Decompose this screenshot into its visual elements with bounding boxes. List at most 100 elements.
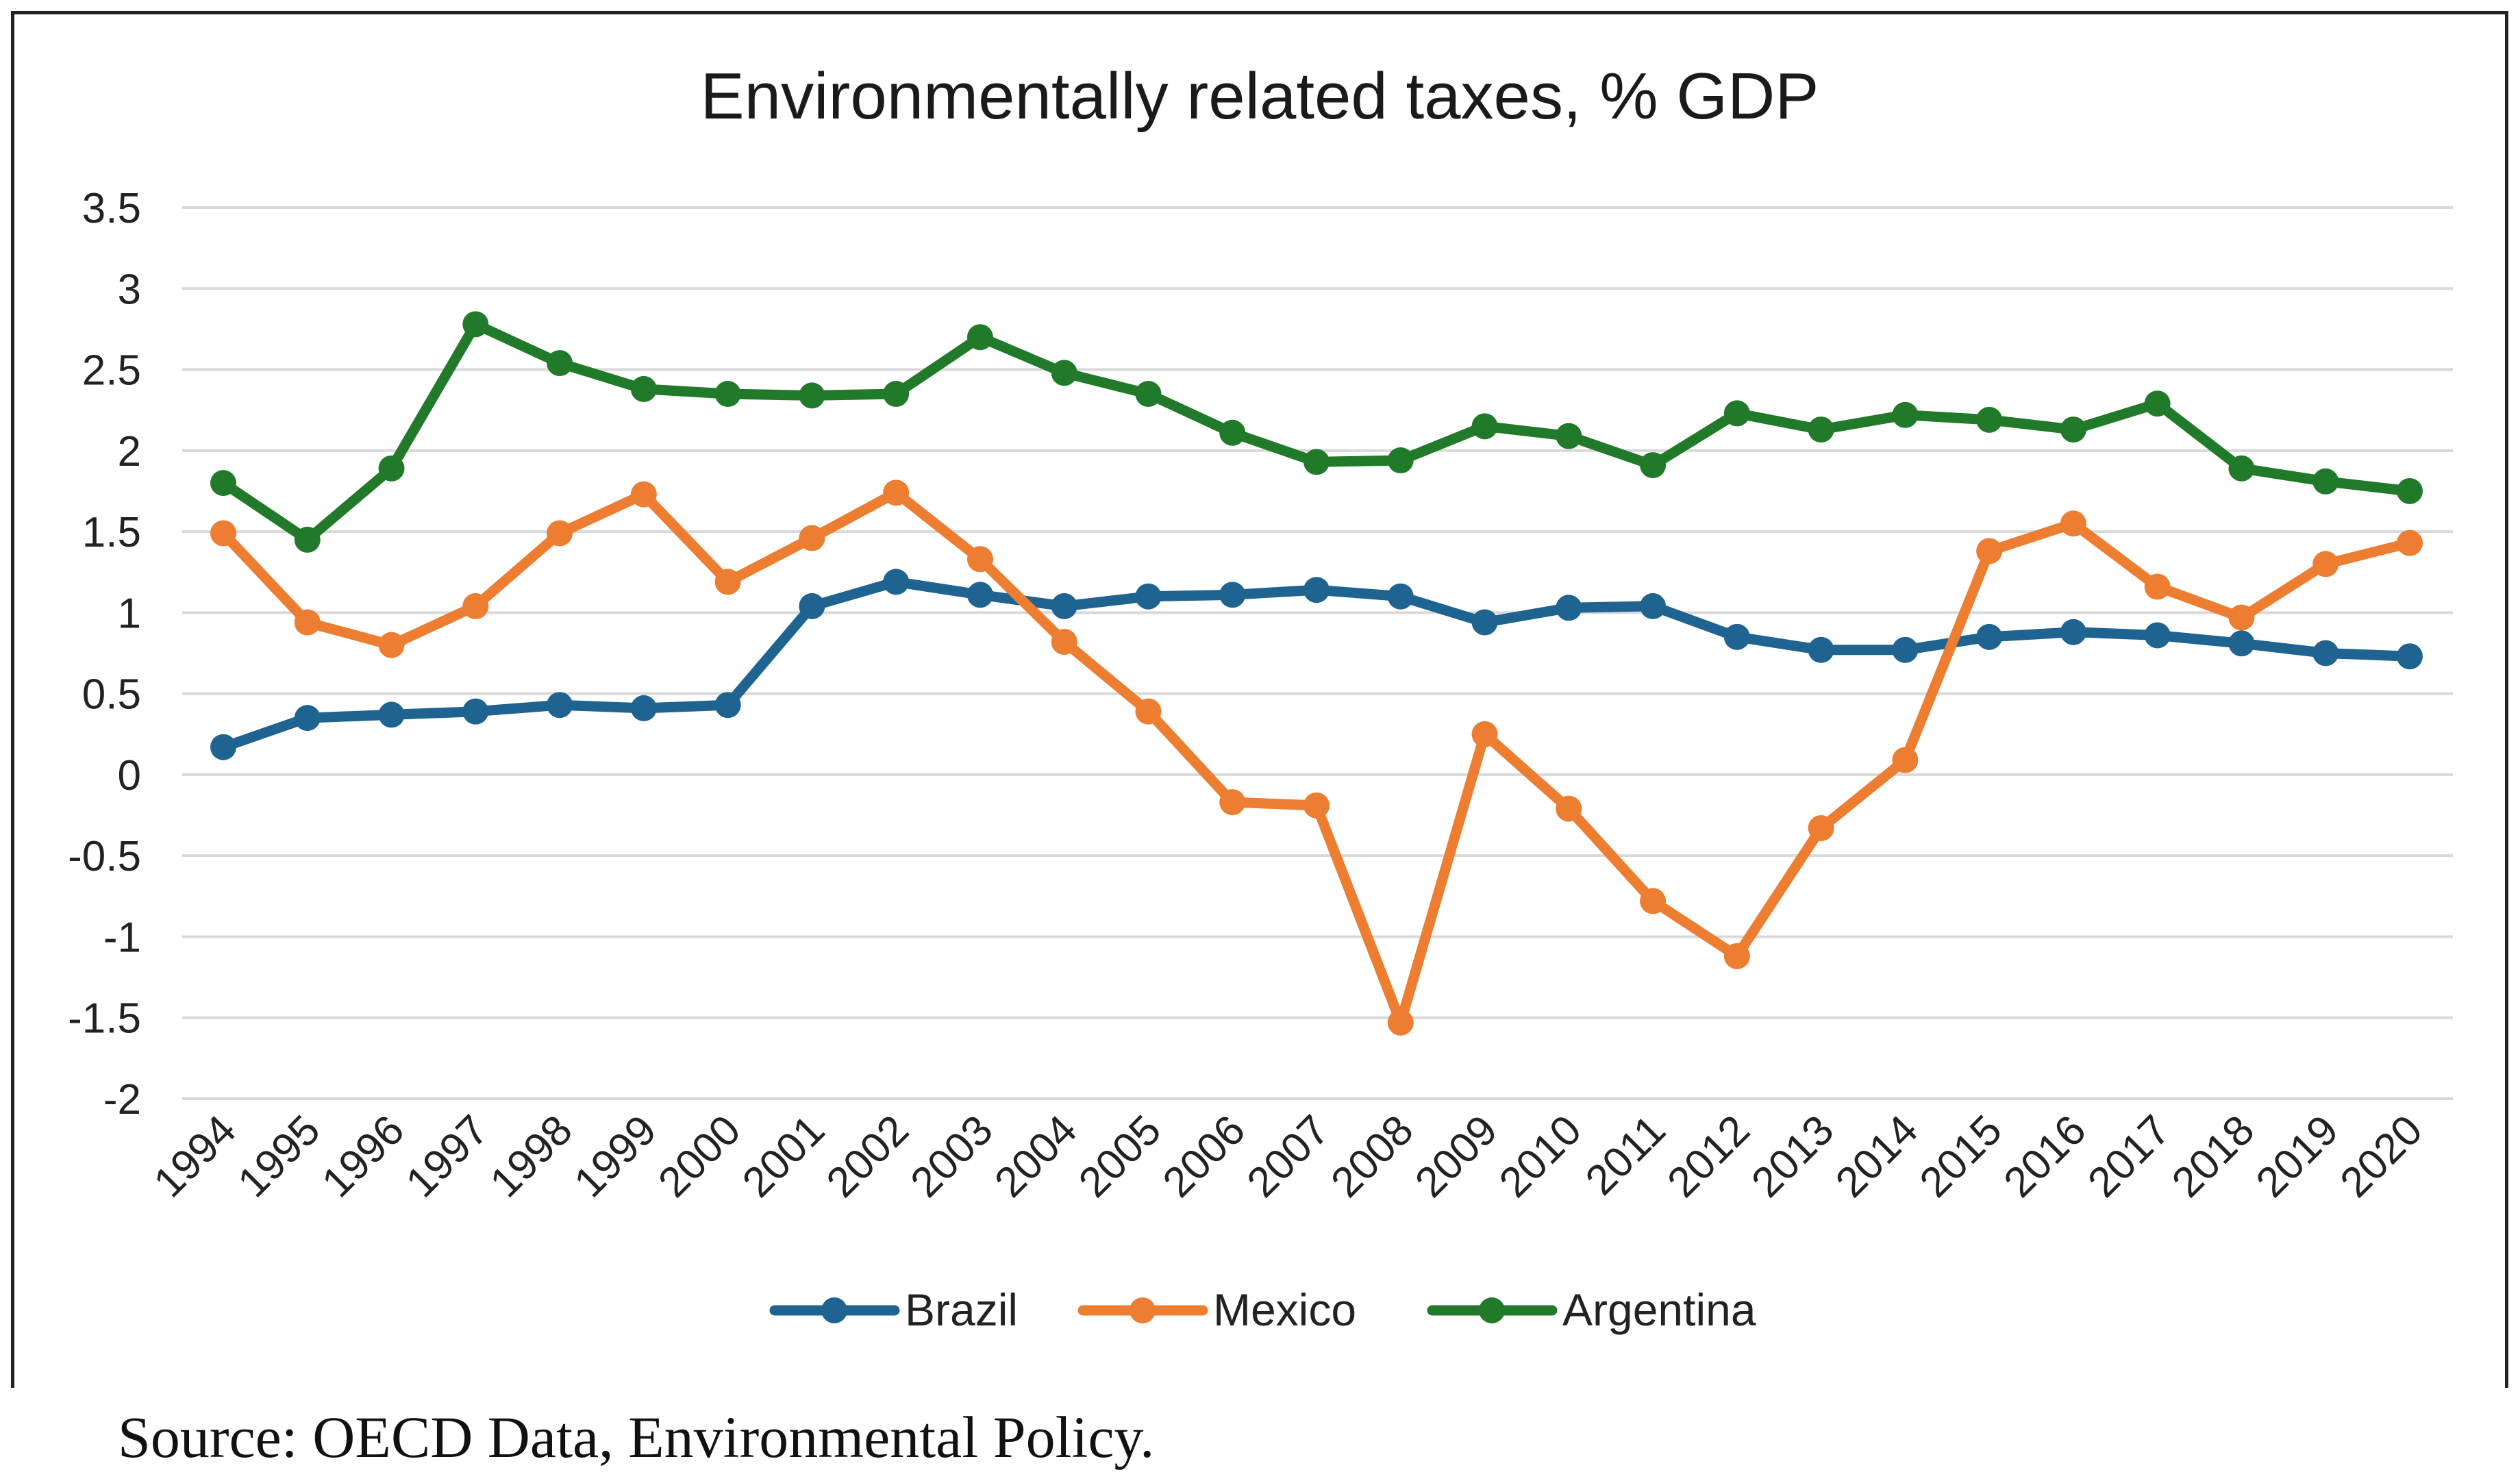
y-tick-label: 0.5: [82, 671, 141, 719]
legend-item-argentina: Argentina: [1427, 1284, 1756, 1335]
data-point-brazil: [1808, 636, 1834, 663]
data-point-argentina: [799, 382, 825, 409]
data-point-argentina: [1219, 419, 1246, 446]
data-point-mexico: [1303, 792, 1330, 819]
x-tick-label: 2001: [734, 1106, 834, 1206]
data-point-brazil: [1556, 595, 1582, 621]
data-point-argentina: [1303, 449, 1330, 475]
data-point-argentina: [2060, 416, 2086, 443]
series-line-brazil: [218, 576, 2415, 753]
data-point-argentina: [210, 470, 236, 497]
x-tick-label: 2011: [1577, 1106, 1675, 1204]
data-point-argentina: [1387, 447, 1414, 474]
legend-item-brazil: Brazil: [769, 1284, 1018, 1335]
data-point-argentina: [1471, 413, 1498, 440]
data-point-mexico: [1051, 628, 1077, 655]
data-point-mexico: [1219, 789, 1246, 816]
series-brazil: [210, 569, 2423, 760]
data-point-brazil: [1723, 623, 1750, 650]
data-point-argentina: [1640, 452, 1667, 479]
data-point-mexico: [2312, 551, 2339, 577]
data-point-mexico: [378, 632, 405, 658]
x-axis-tick-labels: 1994199519961997199819992000200120022003…: [145, 1106, 2432, 1206]
legend-marker-brazil: [821, 1297, 847, 1323]
data-point-mexico: [714, 569, 741, 595]
data-point-argentina: [2312, 468, 2339, 495]
x-tick-label: 2012: [1658, 1106, 1758, 1206]
data-point-argentina: [1051, 360, 1077, 386]
y-tick-label: -1: [103, 914, 141, 961]
source-note: Source: OECD Data, Environmental Policy.: [118, 1404, 1155, 1470]
x-tick-label: 2009: [1406, 1106, 1506, 1206]
series-lines: [210, 311, 2423, 1036]
data-point-brazil: [294, 705, 321, 732]
data-point-brazil: [2312, 640, 2339, 666]
data-point-mexico: [462, 593, 489, 619]
x-tick-label: 2014: [1827, 1106, 1927, 1206]
data-point-brazil: [1640, 593, 1667, 619]
data-point-brazil: [1892, 636, 1919, 663]
data-point-brazil: [1135, 583, 1162, 610]
data-point-argentina: [462, 311, 489, 338]
data-point-argentina: [2228, 455, 2255, 482]
data-point-brazil: [462, 698, 489, 725]
x-tick-label: 2020: [2332, 1106, 2432, 1206]
data-point-brazil: [714, 692, 741, 719]
data-point-brazil: [883, 569, 910, 595]
x-tick-label: 2004: [986, 1106, 1086, 1206]
data-point-brazil: [1387, 583, 1414, 610]
x-tick-label: 2008: [1322, 1106, 1422, 1206]
y-tick-label: 0: [118, 752, 141, 799]
data-point-brazil: [1051, 593, 1077, 619]
data-point-mexico: [1471, 721, 1498, 747]
x-tick-label: 2010: [1490, 1106, 1590, 1206]
data-point-brazil: [2228, 630, 2255, 657]
legend: Brazil Mexico Argentina: [769, 1284, 1756, 1335]
data-point-mexico: [630, 481, 657, 508]
data-point-brazil: [1976, 623, 2003, 650]
legend-marker-argentina: [1479, 1297, 1505, 1323]
y-tick-label: -1.5: [68, 995, 141, 1043]
data-point-mexico: [547, 520, 573, 547]
x-tick-label: 2015: [1911, 1106, 2011, 1206]
legend-marker-mexico: [1130, 1297, 1156, 1323]
data-point-brazil: [2060, 619, 2086, 645]
legend-item-mexico: Mexico: [1077, 1284, 1356, 1335]
x-tick-label: 1998: [482, 1106, 582, 1206]
data-point-brazil: [210, 734, 236, 760]
data-point-mexico: [1556, 795, 1582, 822]
data-point-argentina: [1723, 400, 1750, 427]
data-point-argentina: [714, 381, 741, 408]
data-point-mexico: [1976, 538, 2003, 564]
series-argentina: [210, 311, 2423, 553]
series-line-mexico: [218, 487, 2415, 1028]
data-point-brazil: [966, 582, 993, 608]
x-tick-label: 1999: [565, 1106, 665, 1206]
data-point-argentina: [2144, 390, 2171, 417]
chart-frame: 3.5 3 2.5 2 1.5 1 0.5 0 -0.5 -1 -1.5 -2 1994 1995 199…: [11, 11, 2508, 1388]
chart-title: Environmentally related taxes, % GDP: [701, 60, 1819, 133]
y-tick-label: -2: [103, 1076, 141, 1123]
x-tick-label: 2017: [2079, 1106, 2179, 1206]
data-point-argentina: [630, 375, 657, 402]
data-point-brazil: [2397, 643, 2423, 670]
x-tick-label: 2003: [901, 1106, 1001, 1206]
data-point-brazil: [2144, 622, 2171, 649]
y-tick-label: 3: [118, 266, 141, 313]
data-point-argentina: [883, 381, 910, 408]
x-tick-label: 1996: [313, 1106, 413, 1206]
y-tick-label: 1: [118, 590, 141, 637]
data-point-argentina: [966, 324, 993, 351]
data-point-argentina: [1135, 381, 1162, 408]
series-mexico: [210, 479, 2423, 1036]
data-point-mexico: [1387, 1009, 1414, 1036]
x-tick-label: 2000: [649, 1106, 749, 1206]
data-point-brazil: [378, 701, 405, 728]
data-point-argentina: [1892, 401, 1919, 428]
x-tick-label: 2006: [1154, 1106, 1254, 1206]
x-tick-label: 2019: [2247, 1106, 2347, 1206]
y-tick-label: -0.5: [68, 833, 141, 880]
y-tick-label: 3.5: [82, 185, 141, 232]
legend-label-brazil: Brazil: [905, 1284, 1018, 1335]
data-point-mexico: [966, 546, 993, 573]
